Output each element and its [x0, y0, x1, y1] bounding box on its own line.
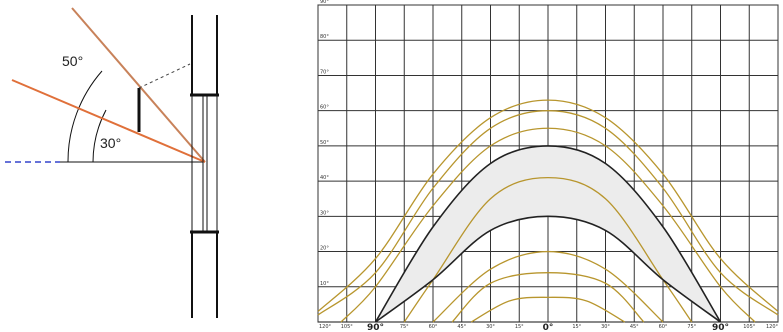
x-tick-label: 60° — [659, 324, 668, 330]
y-tick-label: 80° — [320, 34, 329, 40]
chart-curves — [317, 99, 779, 323]
arc-outer-angle — [67, 70, 103, 163]
angle-label-inner: 30° — [100, 135, 121, 151]
x-tick-label: 30° — [486, 324, 495, 330]
x-tick-label: 45° — [457, 324, 466, 330]
contour-curve — [451, 272, 645, 323]
contour-curve — [471, 296, 625, 323]
boundary-curve — [375, 215, 721, 323]
contour-curve — [432, 250, 664, 323]
y-axis-ticks: 10° 20° 30° 40° 50° 60° 70° 80° 90° — [320, 0, 329, 287]
contour-curve — [317, 110, 779, 316]
y-tick-label: 20° — [320, 246, 329, 252]
x-tick-label: 45° — [630, 324, 639, 330]
shaded-band — [375, 145, 721, 322]
x-tick-label: 0° — [543, 323, 554, 332]
y-tick-label: 50° — [320, 140, 329, 146]
x-tick-label: 60° — [429, 324, 438, 330]
x-tick-label: 75° — [687, 324, 696, 330]
window-wall-section — [190, 15, 219, 318]
contour-curve — [340, 127, 756, 323]
x-tick-label: 15° — [515, 324, 524, 330]
y-tick-label: 70° — [320, 69, 329, 75]
arc-inner-angle — [92, 109, 107, 163]
boundary-curve — [374, 145, 722, 323]
fin-projection-dotted-line — [138, 63, 191, 89]
angle-label-outer: 50° — [62, 53, 83, 69]
contour-curve — [317, 99, 779, 312]
y-tick-label: 90° — [320, 0, 329, 5]
x-tick-label: 120° — [319, 324, 332, 330]
ray-30-degree — [11, 79, 206, 163]
x-axis-ticks: 120° 105° 90° 75° 60° 45° 30° 15° 0° 15° 30° 45° 60°… — [319, 323, 778, 332]
y-tick-label: 10° — [320, 281, 329, 287]
x-tick-label: 90° — [712, 323, 729, 332]
x-tick-label: 30° — [601, 324, 610, 330]
x-tick-label: 15° — [572, 324, 581, 330]
x-tick-label: 120° — [766, 324, 779, 330]
ray-50-degree — [71, 7, 206, 163]
x-tick-label: 75° — [400, 324, 409, 330]
shading-angle-diagram: 50° 30° — [5, 7, 219, 318]
x-tick-label: 105° — [743, 324, 756, 330]
x-tick-label: 90° — [367, 323, 384, 332]
y-tick-label: 40° — [320, 175, 329, 181]
x-tick-label: 105° — [341, 324, 354, 330]
y-tick-label: 60° — [320, 105, 329, 111]
y-tick-label: 30° — [320, 210, 329, 216]
shadow-angle-chart: 10° 20° 30° 40° 50° 60° 70° 80° 90° 120° 105° 90° 7… — [317, 0, 779, 332]
